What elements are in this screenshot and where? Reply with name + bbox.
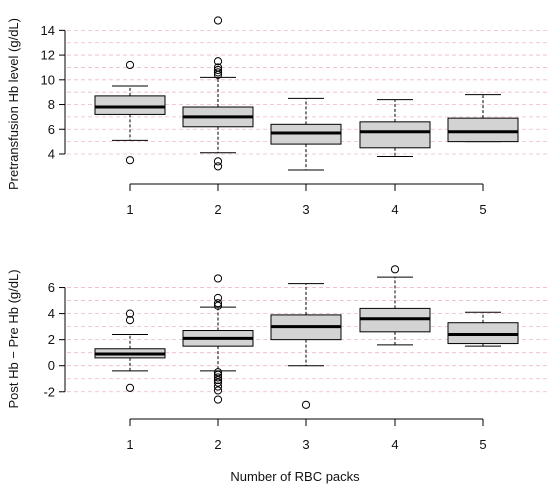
box-iqr <box>359 121 431 149</box>
box-iqr <box>447 117 519 143</box>
x-tick-label: 2 <box>214 437 221 452</box>
box-group-2 <box>182 16 254 171</box>
outlier-point <box>213 386 223 395</box>
y-tick-label: 12 <box>41 48 55 63</box>
outlier-point <box>213 63 223 72</box>
x-tick-label: 3 <box>302 202 309 217</box>
outlier-point <box>301 400 311 409</box>
top-y-axis-label: Pretransfusion Hb level (g/dL) <box>6 18 21 190</box>
box-group-1 <box>94 309 166 392</box>
outlier-point <box>213 368 223 377</box>
box-iqr <box>94 95 166 115</box>
x-tick-label: 1 <box>126 202 133 217</box>
x-tick-label: 3 <box>302 437 309 452</box>
box-group-3 <box>270 97 342 171</box>
x-tick-label: 2 <box>214 202 221 217</box>
outlier-point <box>213 395 223 404</box>
x-tick-label: 4 <box>391 202 398 217</box>
outlier-point <box>213 301 223 310</box>
y-tick-label: 6 <box>48 122 55 137</box>
box-group-4 <box>359 99 431 157</box>
box-group-4 <box>359 265 431 346</box>
outlier-point <box>125 309 135 318</box>
outlier-point <box>213 16 223 25</box>
box-group-3 <box>270 283 342 409</box>
outlier-point <box>125 383 135 392</box>
bottom-x-axis-label: Number of RBC packs <box>230 469 360 484</box>
x-tick-label: 5 <box>479 437 486 452</box>
box-group-5 <box>447 311 519 347</box>
outlier-point <box>213 370 223 379</box>
box-group-2 <box>182 274 254 404</box>
box-group-1 <box>94 60 166 165</box>
outlier-point <box>213 293 223 303</box>
box-group-5 <box>447 94 519 143</box>
y-tick-label: 0 <box>48 358 55 373</box>
chart-bottom-hb-change: -2 0 2 4 6 1 2 3 4 5 <box>43 265 548 452</box>
y-tick-label: 4 <box>48 306 55 321</box>
y-tick-label: 14 <box>41 23 55 38</box>
outlier-point <box>125 60 135 70</box>
y-tick-label: 6 <box>48 280 55 295</box>
outlier-point <box>213 68 223 77</box>
bottom-y-axis-label: Post Hb − Pre Hb (g/dL) <box>6 269 21 408</box>
outlier-point <box>213 57 223 66</box>
y-tick-label: 10 <box>41 72 55 87</box>
outlier-point <box>213 274 223 283</box>
y-tick-label: -2 <box>43 384 55 399</box>
outlier-point <box>213 65 223 75</box>
x-tick-label: 5 <box>479 202 486 217</box>
outlier-point <box>213 157 223 166</box>
outlier-point <box>213 378 223 387</box>
outlier-point <box>213 373 223 382</box>
x-tick-label: 4 <box>391 437 398 452</box>
outlier-point <box>213 382 223 391</box>
y-tick-label: 4 <box>48 146 55 161</box>
y-tick-label: 2 <box>48 332 55 347</box>
outlier-point <box>390 265 400 274</box>
x-tick-label: 1 <box>126 437 133 452</box>
y-tick-label: 8 <box>48 97 55 112</box>
outlier-point <box>125 316 135 325</box>
outlier-point <box>213 162 223 171</box>
outlier-point <box>213 375 223 385</box>
outlier-point <box>125 156 135 165</box>
outlier-point <box>213 299 223 308</box>
